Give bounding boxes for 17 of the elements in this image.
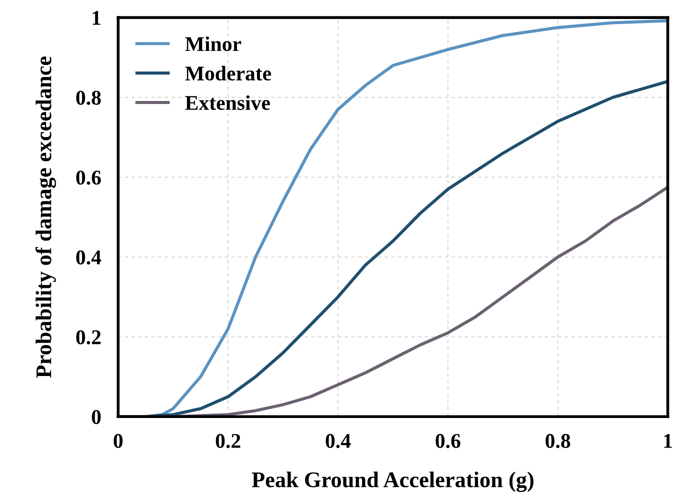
x-tick-label: 0: [114, 434, 123, 448]
x-tick-label: 0.8: [546, 434, 570, 448]
legend-label: Moderate: [185, 66, 272, 81]
legend-label: Extensive: [185, 95, 270, 110]
x-tick-label: 0.2: [216, 434, 240, 448]
y-tick-label: 0.4: [76, 250, 102, 265]
y-tick-label: 0: [92, 410, 101, 424]
y-tick-label: 0.8: [76, 90, 101, 105]
x-tick-label: 0.4: [326, 434, 351, 448]
y-tick-label: 0.6: [76, 170, 101, 185]
y-tick-label: 1: [92, 11, 100, 25]
y-tick-label: 0.2: [76, 330, 101, 344]
legend-label: Minor: [185, 36, 242, 52]
x-tick-label: 1: [664, 434, 672, 448]
x-axis-title: Peak Ground Acceleration (g): [252, 472, 534, 492]
x-tick-label: 0.6: [436, 434, 460, 448]
y-axis-title: Probability of damage exceedance: [35, 56, 56, 378]
